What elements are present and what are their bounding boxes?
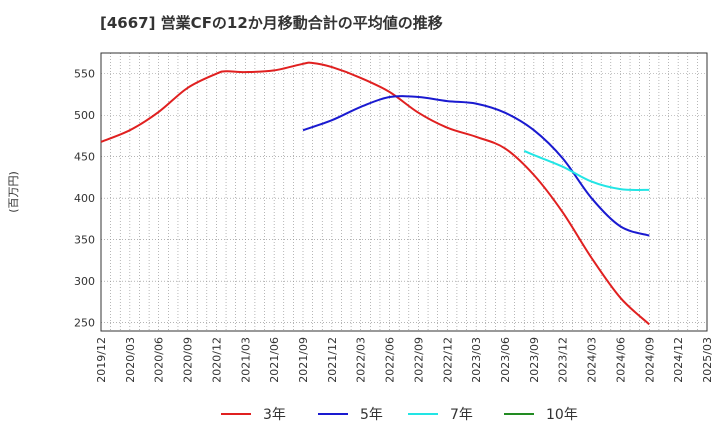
series-line-0	[100, 61, 650, 326]
x-tick-label: 2022/09	[412, 337, 425, 383]
x-tick-label: 2024/09	[643, 337, 656, 383]
legend-label: 7年	[450, 407, 473, 423]
x-tick-label: 2021/12	[326, 337, 339, 383]
series-line-2	[523, 149, 650, 191]
y-tick-label: 450	[74, 151, 95, 164]
x-tick-label: 2024/03	[586, 337, 599, 383]
x-tick-label: 2020/06	[153, 337, 166, 383]
x-tick-label: 2021/06	[268, 337, 281, 383]
x-tick-label: 2020/09	[182, 337, 195, 383]
y-axis-ticks: 250 300 350 400 450 500 550	[74, 68, 95, 330]
x-tick-label: 2024/06	[614, 337, 627, 383]
x-tick-label: 2022/03	[355, 337, 368, 383]
x-tick-label: 2020/12	[210, 337, 223, 383]
legend-label: 5年	[360, 407, 383, 423]
legend: 3年 5年 7年 10年	[221, 407, 578, 423]
legend-label: 3年	[263, 407, 286, 423]
x-tick-label: 2020/03	[124, 337, 137, 383]
x-tick-label: 2019/12	[95, 337, 108, 383]
y-tick-label: 350	[74, 234, 95, 247]
grid-lines	[100, 53, 708, 331]
x-tick-label: 2023/12	[557, 337, 570, 383]
x-tick-label: 2023/03	[470, 337, 483, 383]
x-tick-label: 2025/03	[701, 337, 714, 383]
x-tick-label: 2021/09	[297, 337, 310, 383]
legend-label: 10年	[546, 407, 578, 423]
chart-title: [4667] 営業CFの12か月移動合計の平均値の推移	[100, 14, 443, 32]
y-tick-label: 250	[74, 317, 95, 330]
x-tick-label: 2023/06	[499, 337, 512, 383]
y-tick-label: 550	[74, 68, 95, 81]
x-tick-label: 2022/06	[384, 337, 397, 383]
x-tick-label: 2021/03	[239, 337, 252, 383]
series-line-1	[302, 95, 650, 237]
y-tick-label: 400	[74, 192, 95, 205]
y-tick-label: 500	[74, 109, 95, 122]
x-tick-label: 2023/09	[528, 337, 541, 383]
x-axis-ticks: 2019/12 2020/03 2020/06 2020/09 2020/12 2021/…	[95, 337, 714, 383]
plot-area-frame	[100, 52, 708, 332]
x-tick-label: 2024/12	[672, 337, 685, 383]
x-tick-label: 2022/12	[441, 337, 454, 383]
series-lines	[100, 61, 650, 326]
y-axis-label: (百万円)	[7, 171, 20, 213]
y-tick-label: 300	[74, 275, 95, 288]
